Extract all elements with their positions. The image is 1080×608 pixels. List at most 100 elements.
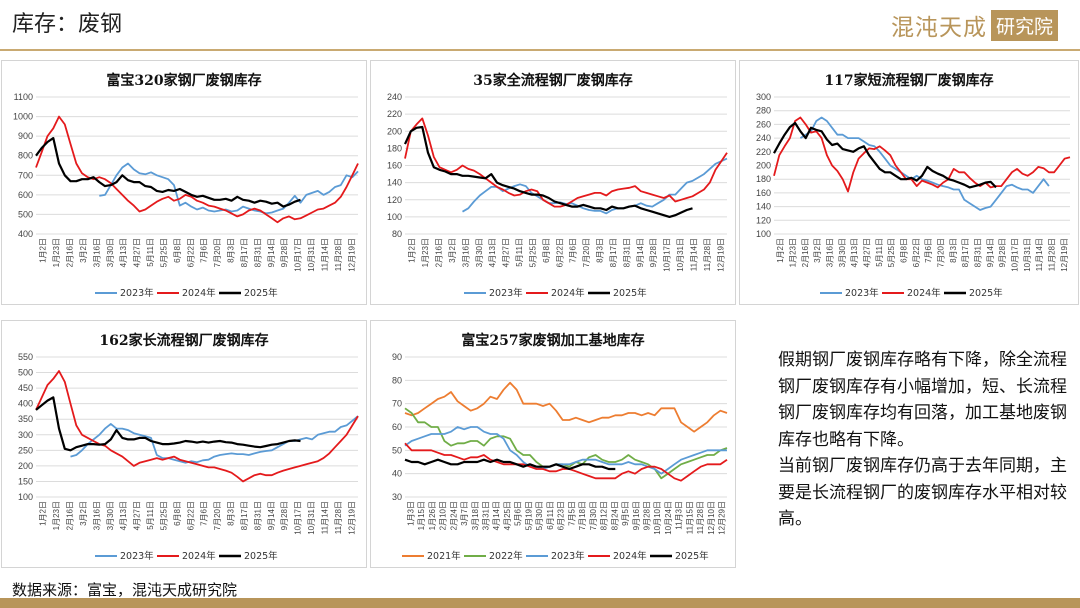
x-tick-label: 8月31日 — [253, 238, 262, 267]
y-tick-label: 700 — [18, 170, 33, 180]
y-tick-label: 240 — [756, 133, 771, 143]
legend-label: 2025年 — [675, 550, 709, 562]
x-tick-label: 2月16日 — [801, 238, 810, 267]
x-tick-label: 3月2日 — [79, 238, 88, 263]
data-source-note: 数据来源：富宝，混沌天成研究院 — [12, 581, 238, 599]
x-tick-label: 5月11日 — [875, 238, 884, 267]
x-tick-label: 5月11日 — [146, 501, 155, 530]
x-tick-label: 8月31日 — [974, 238, 983, 267]
x-tick-label: 12月19日 — [347, 501, 356, 535]
x-tick-label: 8月17日 — [240, 238, 249, 267]
chart-title: 35家全流程钢厂废钢库存 — [473, 72, 632, 89]
x-tick-label: 1月23日 — [789, 238, 798, 267]
x-tick-label: 11月28日 — [703, 238, 712, 271]
x-tick-label: 4月14日 — [492, 501, 501, 530]
x-tick-label: 1月23日 — [52, 238, 61, 267]
x-tick-label: 11月28日 — [334, 501, 343, 534]
chart-panel-2: 35家全流程钢厂废钢库存 80 100 120 140 160 180 200 220 240 1月… — [370, 60, 736, 305]
y-tick-label: 280 — [756, 106, 771, 116]
y-tick-label: 400 — [18, 399, 33, 409]
y-tick-label: 80 — [392, 375, 402, 385]
x-tick-label: 3月30日 — [106, 501, 115, 530]
x-tick-label: 6月22日 — [186, 501, 195, 530]
legend-label: 2024年 — [551, 287, 585, 299]
legend-label: 2024年 — [182, 550, 216, 562]
legend-label: 2025年 — [244, 550, 278, 562]
x-tick-label: 3月31日 — [482, 501, 491, 530]
x-tick-label: 9月14日 — [636, 238, 645, 267]
y-tick-label: 30 — [392, 492, 402, 502]
x-tick-label: 9月28日 — [280, 238, 289, 267]
y-tick-label: 140 — [387, 178, 402, 188]
series-line — [773, 121, 997, 189]
x-tick-label: 10月31日 — [307, 501, 316, 535]
x-tick-label: 8月3日 — [227, 238, 236, 263]
legend-label: 2022年 — [489, 550, 523, 562]
x-tick-label: 9月16日 — [632, 501, 641, 530]
x-tick-label: 11月14日 — [1035, 238, 1044, 271]
x-tick-label: 7月6日 — [924, 238, 933, 263]
x-tick-label: 7月30日 — [589, 501, 598, 530]
y-tick-label: 40 — [392, 469, 402, 479]
x-tick-label: 8月24日 — [610, 501, 619, 530]
x-tick-label: 10月17日 — [294, 501, 303, 535]
x-tick-label: 1月2日 — [39, 238, 48, 263]
chart-title: 富宝320家钢厂废钢库存 — [106, 72, 261, 89]
x-tick-label: 10月24日 — [664, 501, 673, 535]
x-tick-label: 3月30日 — [838, 238, 847, 267]
x-tick-label: 4月27日 — [133, 238, 142, 267]
commentary-paragraph-2: 当前钢厂废钢库存仍高于去年同期，主要是长流程钢厂的废钢库存水平相对较高。 — [778, 456, 1067, 529]
x-tick-label: 2月10日 — [439, 501, 448, 530]
x-tick-label: 1月3日 — [406, 501, 415, 526]
x-tick-label: 3月2日 — [79, 501, 88, 526]
series-line — [404, 426, 727, 475]
x-tick-label: 1月2日 — [776, 238, 785, 263]
x-tick-label: 1月23日 — [52, 501, 61, 530]
x-tick-label: 3月16日 — [826, 238, 835, 267]
x-tick-label: 7月20日 — [937, 238, 946, 267]
y-tick-label: 60 — [392, 422, 402, 432]
x-tick-label: 8月12日 — [600, 501, 609, 530]
commentary-paragraph-1: 假期钢厂废钢库存略有下降，除全流程钢厂废钢库存有小幅增加，短、长流程钢厂废钢库存… — [778, 350, 1067, 450]
x-tick-label: 11月28日 — [334, 238, 343, 271]
x-tick-label: 8月31日 — [622, 238, 631, 267]
logo-box-text: 研究院 — [990, 9, 1058, 41]
legend-label: 2024年 — [613, 550, 647, 562]
x-tick-label: 11月14日 — [689, 238, 698, 271]
x-tick-label: 6月11日 — [546, 501, 555, 530]
x-tick-label: 5月25日 — [887, 238, 896, 267]
y-tick-label: 90 — [392, 352, 402, 362]
x-tick-label: 10月17日 — [294, 238, 303, 272]
x-tick-label: 12月29日 — [718, 501, 727, 535]
x-tick-label: 3月2日 — [813, 238, 822, 263]
x-tick-label: 6月22日 — [555, 238, 564, 267]
series-line — [35, 137, 301, 208]
chart-panel-5: 富宝257家废钢加工基地库存 30 40 50 60 70 80 90 1月3日 1月15日 1月2… — [370, 320, 736, 568]
x-tick-label: 10月31日 — [676, 238, 685, 272]
chart-svg-1: 富宝320家钢厂废钢库存 400 500 600 700 800 900 1000 1100 1月… — [13, 72, 359, 299]
x-tick-label: 8月3日 — [596, 238, 605, 263]
y-tick-label: 450 — [18, 383, 33, 393]
x-tick-label: 9月5日 — [621, 501, 630, 526]
chart-panel-3: 117家短流程钢厂废钢库存 100 120 140 160 180 200 220 240 260… — [739, 60, 1079, 305]
series-line — [404, 381, 728, 433]
x-tick-label: 2月16日 — [66, 238, 75, 267]
y-tick-label: 350 — [18, 414, 33, 424]
x-tick-label: 4月13日 — [119, 501, 128, 530]
title-bar: 库存：废钢 混沌天成 研究院 — [0, 0, 1080, 50]
legend-label: 2023年 — [551, 550, 585, 562]
y-tick-label: 300 — [756, 92, 771, 102]
y-tick-label: 900 — [18, 131, 33, 141]
x-tick-label: 5月19日 — [524, 501, 533, 530]
y-tick-label: 180 — [756, 174, 771, 184]
x-tick-label: 8月3日 — [227, 501, 236, 526]
chart-svg-5: 富宝257家废钢加工基地库存 30 40 50 60 70 80 90 1月3日 1月15日 1月2… — [392, 332, 728, 562]
y-tick-label: 400 — [18, 229, 33, 239]
chart-svg-2: 35家全流程钢厂废钢库存 80 100 120 140 160 180 200 220 240 1月… — [387, 72, 728, 299]
chart-panel-1: 富宝320家钢厂废钢库存 400 500 600 700 800 900 1000 1100 1月… — [1, 60, 367, 305]
x-tick-label: 11月28日 — [696, 501, 705, 534]
x-tick-label: 7月20日 — [213, 238, 222, 267]
y-tick-label: 300 — [18, 430, 33, 440]
y-tick-label: 220 — [387, 109, 402, 119]
x-tick-label: 4月27日 — [133, 501, 142, 530]
